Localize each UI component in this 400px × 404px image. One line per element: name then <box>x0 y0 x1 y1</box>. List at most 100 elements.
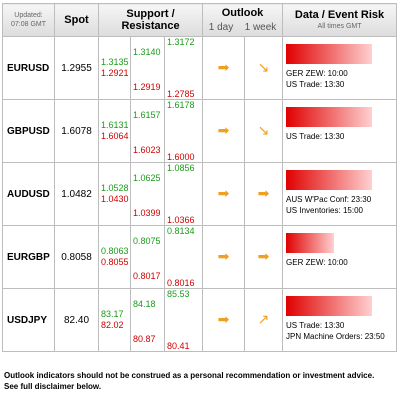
outlook-1week-cell: ➡ <box>244 162 284 226</box>
disclaimer-line-1: Outlook indicators should not be constru… <box>4 371 375 380</box>
support-level: 1.0399 <box>133 208 161 218</box>
event-item: US Trade: 13:30 <box>286 80 345 89</box>
table-row: AUDUSD 1.0482 1.0528 1.0430 1.0625 1.039… <box>2 162 398 226</box>
event-risk-cell: AUS W'Pac Conf: 23:30 US Inventories: 15:… <box>282 162 398 226</box>
pair-name: USDJPY <box>2 288 55 352</box>
spot-value: 1.2955 <box>54 36 99 100</box>
table-row: EURUSD 1.2955 1.3135 1.2921 1.3140 1.291… <box>2 36 398 100</box>
resistance-level: 1.6157 <box>133 110 161 120</box>
arrow-up-right-icon: ↗ <box>257 311 270 327</box>
support-level: 1.2919 <box>133 82 161 92</box>
pair-name: EURUSD <box>2 36 55 100</box>
risk-bar <box>286 233 335 253</box>
level-cell: 1.3172 1.2785 <box>163 36 204 100</box>
fx-table: Updated: 07:08 GMT Spot Support / Resist… <box>2 3 398 352</box>
level-cell: 1.3140 1.2919 <box>130 36 165 100</box>
resistance-level: 1.0528 <box>101 183 129 193</box>
resistance-level: 0.8134 <box>167 226 195 236</box>
risk-bar <box>286 296 373 316</box>
support-level: 0.8017 <box>133 271 161 281</box>
spot-value: 1.6078 <box>54 99 99 163</box>
level-cell: 84.18 80.87 <box>130 288 165 352</box>
level-cell: 0.8063 0.8055 <box>98 225 131 289</box>
resistance-level: 85.53 <box>167 289 190 299</box>
event-risk-cell: GER ZEW: 10:00 US Trade: 13:30 <box>282 36 398 100</box>
arrow-right-icon: ➡ <box>257 248 270 264</box>
level-cell: 1.6157 1.6023 <box>130 99 165 163</box>
event-risk-sub: All times GMT <box>317 23 362 30</box>
arrow-right-icon: ➡ <box>217 185 230 201</box>
level-cell: 0.8134 0.8016 <box>163 225 204 289</box>
pair-name: GBPUSD <box>2 99 55 163</box>
outlook-1week-cell: ↘ <box>244 36 284 100</box>
level-cell: 1.3135 1.2921 <box>98 36 131 100</box>
risk-bar <box>286 107 373 127</box>
level-cell: 85.53 80.41 <box>163 288 204 352</box>
support-level: 1.6064 <box>101 131 129 141</box>
support-level: 1.2921 <box>101 68 129 78</box>
disclaimer: Outlook indicators should not be constru… <box>4 370 396 392</box>
arrow-right-icon: ➡ <box>257 185 270 201</box>
event-risk-cell: US Trade: 13:30 <box>282 99 398 163</box>
spot-header: Spot <box>54 3 99 37</box>
risk-bar <box>286 44 373 64</box>
event-risk-title: Data / Event Risk <box>294 9 385 21</box>
updated-label: Updated: <box>14 12 43 19</box>
level-cell: 1.0856 1.0366 <box>163 162 204 226</box>
pair-name: EURGBP <box>2 225 55 289</box>
level-cell: 1.0528 1.0430 <box>98 162 131 226</box>
resistance-level: 1.0856 <box>167 163 195 173</box>
event-item: US Trade: 13:30 <box>286 321 345 330</box>
level-cell: 1.6131 1.6064 <box>98 99 131 163</box>
level-cell: 1.6178 1.6000 <box>163 99 204 163</box>
support-level: 80.87 <box>133 334 156 344</box>
support-level: 80.41 <box>167 341 190 351</box>
support-level: 1.0430 <box>101 194 129 204</box>
spot-value: 82.40 <box>54 288 99 352</box>
resistance-level: 1.0625 <box>133 173 161 183</box>
outlook-1week: 1 week <box>244 22 277 33</box>
support-level: 0.8055 <box>101 257 129 267</box>
pair-name: AUDUSD <box>2 162 55 226</box>
resistance-level: 1.3172 <box>167 37 195 47</box>
updated-time: 07:08 GMT <box>10 21 46 28</box>
support-level: 82.02 <box>101 320 124 330</box>
arrow-right-icon: ➡ <box>217 59 230 75</box>
event-risk-cell: GER ZEW: 10:00 <box>282 225 398 289</box>
resistance-level: 0.8075 <box>133 236 161 246</box>
resistance-level: 1.3140 <box>133 47 161 57</box>
spot-value: 1.0482 <box>54 162 99 226</box>
outlook-1week-cell: ↗ <box>244 288 284 352</box>
outlook-1day-cell: ➡ <box>202 225 246 289</box>
support-level: 1.2785 <box>167 89 195 99</box>
outlook-header: Outlook 1 day 1 week <box>202 3 284 37</box>
table-row: EURGBP 0.8058 0.8063 0.8055 0.8075 0.801… <box>2 225 398 289</box>
outlook-1day-cell: ➡ <box>202 288 246 352</box>
outlook-1day-cell: ➡ <box>202 99 246 163</box>
updated-header: Updated: 07:08 GMT <box>2 3 55 37</box>
table-row: GBPUSD 1.6078 1.6131 1.6064 1.6157 1.602… <box>2 99 398 163</box>
level-cell: 1.0625 1.0399 <box>130 162 165 226</box>
spot-value: 0.8058 <box>54 225 99 289</box>
event-item: US Trade: 13:30 <box>286 132 345 141</box>
disclaimer-line-2: See full disclaimer below. <box>4 382 102 391</box>
event-risk-header: Data / Event Risk All times GMT <box>282 3 398 37</box>
support-resistance-header: Support / Resistance <box>97 3 204 37</box>
event-item: GER ZEW: 10:00 <box>286 69 348 78</box>
resistance-level: 0.8063 <box>101 246 129 256</box>
arrow-down-right-icon: ↘ <box>257 122 270 138</box>
outlook-1week-cell: ➡ <box>244 225 284 289</box>
resistance-level: 1.6131 <box>101 120 129 130</box>
table-row: USDJPY 82.40 83.17 82.02 84.18 80.87 85.… <box>2 288 398 352</box>
event-item: JPN Machine Orders: 23:50 <box>286 332 385 341</box>
level-cell: 83.17 82.02 <box>98 288 131 352</box>
support-level: 1.0366 <box>167 215 195 225</box>
resistance-level: 83.17 <box>101 309 124 319</box>
support-level: 0.8016 <box>167 278 195 288</box>
outlook-1day-cell: ➡ <box>202 162 246 226</box>
outlook-1day-cell: ➡ <box>202 36 246 100</box>
resistance-level: 1.6178 <box>167 100 195 110</box>
arrow-right-icon: ➡ <box>217 248 230 264</box>
support-level: 1.6023 <box>133 145 161 155</box>
